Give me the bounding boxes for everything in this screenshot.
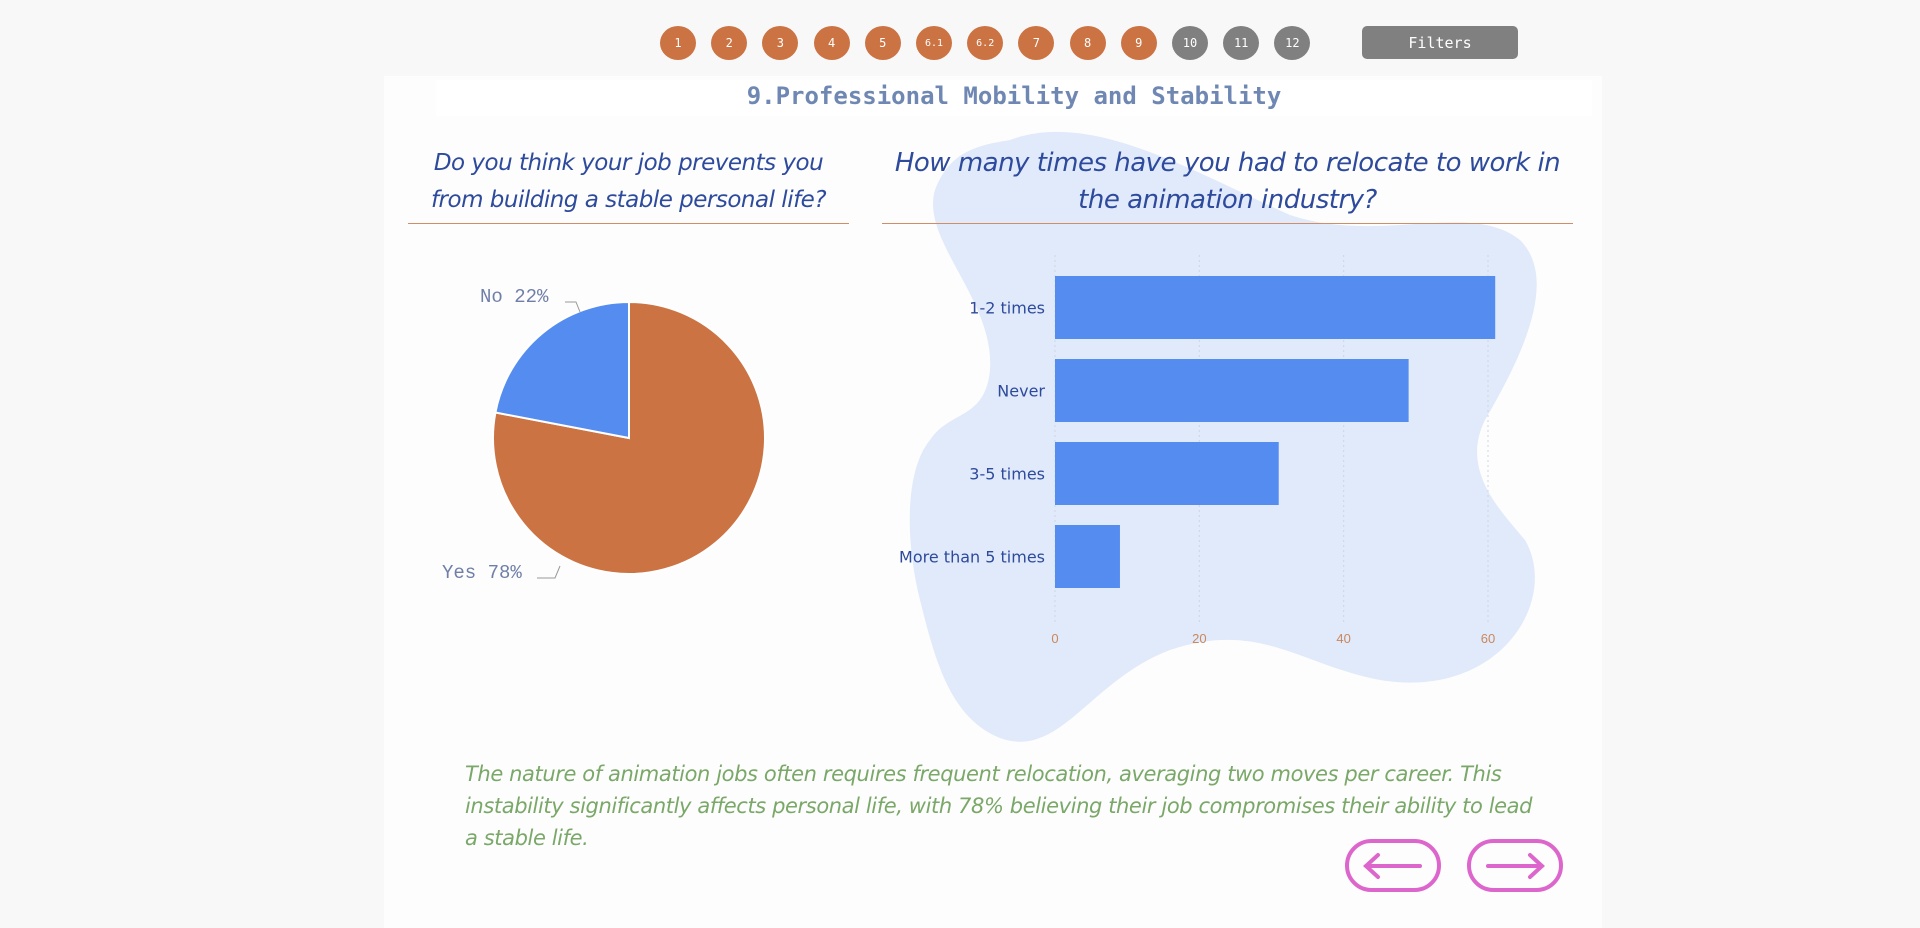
pie-leader-line (565, 301, 581, 313)
bar-3-5-times (1055, 442, 1279, 505)
pie-question: Do you think your job prevents you from … (408, 145, 849, 224)
page-5-button[interactable]: 5 (864, 26, 901, 60)
page-12-button[interactable]: 12 (1274, 26, 1311, 60)
bar-question: How many times have you had to relocate … (882, 145, 1573, 224)
y-category-label: Never (997, 382, 1045, 401)
next-button[interactable] (1467, 839, 1563, 892)
bar-never (1055, 359, 1409, 422)
x-tick-label: 20 (1192, 631, 1206, 646)
page-6-2-button[interactable]: 6.2 (967, 26, 1004, 60)
page-9-button[interactable]: 9 (1120, 26, 1157, 60)
bar-1-2-times (1055, 276, 1496, 339)
page-10-button[interactable]: 10 (1172, 26, 1208, 60)
y-category-label: 3-5 times (969, 465, 1045, 484)
arrow-left-icon (1363, 852, 1422, 879)
page-6-1-button[interactable]: 6.1 (916, 26, 952, 60)
x-tick-label: 0 (1051, 631, 1058, 646)
page-2-button[interactable]: 2 (711, 26, 748, 60)
x-tick-label: 60 (1481, 631, 1495, 646)
pie-label-yes: Yes 78% (442, 562, 522, 584)
y-category-label: More than 5 times (899, 548, 1045, 567)
pie-leader-line (537, 565, 561, 579)
page-8-button[interactable]: 8 (1069, 26, 1106, 60)
filters-button[interactable]: Filters (1362, 26, 1518, 59)
page-4-button[interactable]: 4 (813, 26, 850, 60)
pie-slice-no (494, 300, 630, 440)
page-navigation: 1 2 3 4 5 6.1 6.2 7 8 9 10 11 12 (0, 26, 1920, 60)
page-3-button[interactable]: 3 (762, 26, 799, 60)
pie-label-no: No 22% (480, 286, 549, 308)
y-category-label: 1-2 times (969, 299, 1045, 318)
summary-text: The nature of animation jobs often requi… (465, 762, 1533, 850)
page-1-button[interactable]: 1 (660, 26, 696, 60)
bar-more-than-5-times (1055, 525, 1120, 588)
previous-button[interactable] (1345, 839, 1441, 892)
arrow-right-icon (1486, 852, 1545, 879)
page-11-button[interactable]: 11 (1223, 26, 1260, 60)
page-title: 9.Professional Mobility and Stability (436, 80, 1592, 116)
page-7-button[interactable]: 7 (1018, 26, 1055, 60)
x-tick-label: 40 (1336, 631, 1350, 646)
